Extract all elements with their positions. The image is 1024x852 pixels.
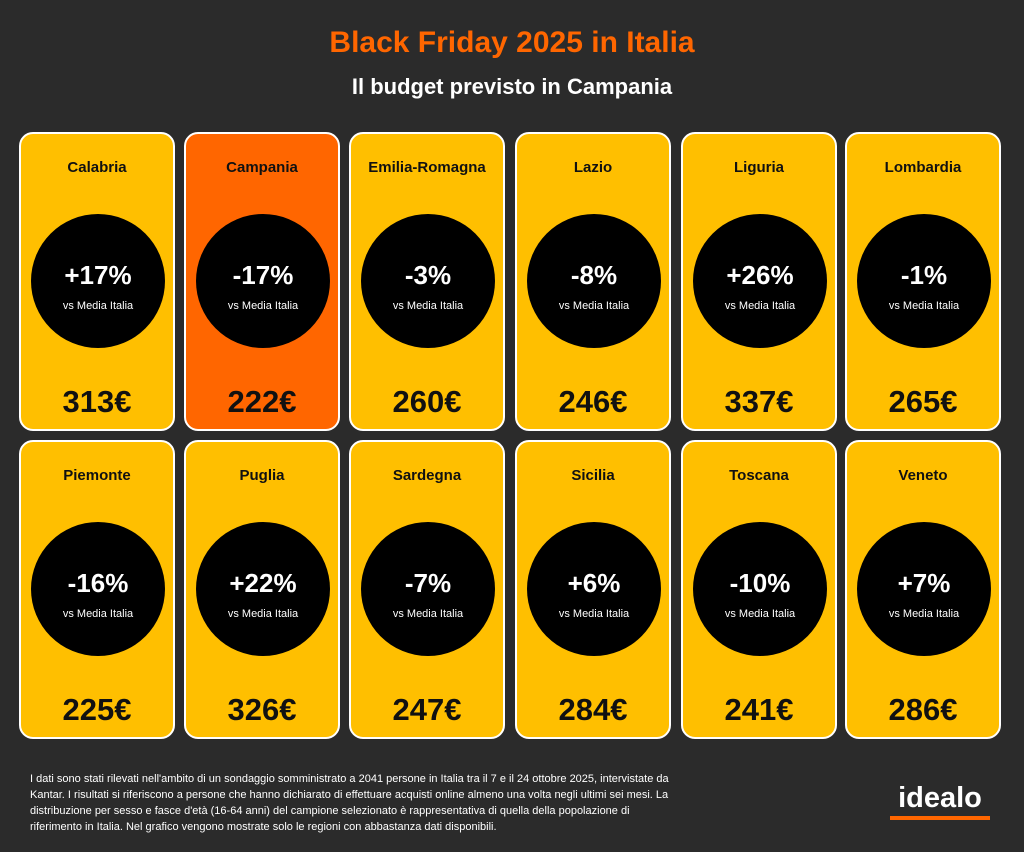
delta-value: -8% (570, 260, 618, 290)
region-card: Campania -17% vs Media Italia 222€ (184, 132, 340, 431)
delta-value: -16% (67, 568, 129, 598)
budget-value: 225€ (62, 692, 132, 727)
region-name: Campania (226, 159, 298, 176)
budget-value: 247€ (392, 692, 462, 727)
delta-circle: -16% vs Media Italia (31, 522, 165, 656)
logo-underline (890, 816, 990, 820)
region-name: Toscana (729, 467, 789, 484)
delta-circle: -7% vs Media Italia (361, 522, 495, 656)
region-card: Puglia +22% vs Media Italia 326€ (184, 440, 340, 739)
region-name: Emilia-Romagna (368, 159, 486, 176)
delta-circle: -1% vs Media Italia (857, 214, 991, 348)
delta-circle: +22% vs Media Italia (196, 522, 330, 656)
region-name: Liguria (733, 159, 784, 176)
region-grid: Calabria +17% vs Media Italia 313€ Campania -… (19, 132, 1003, 740)
delta-value: +22% (229, 568, 297, 598)
budget-value: 246€ (558, 384, 628, 419)
delta-caption: vs Media Italia (724, 300, 796, 312)
idealo-logo: idealo (888, 782, 992, 822)
region-card: Calabria +17% vs Media Italia 313€ (19, 132, 175, 431)
region-name: Sardegna (392, 467, 462, 484)
region-card: Piemonte -16% vs Media Italia 225€ (19, 440, 175, 739)
delta-circle: +17% vs Media Italia (31, 214, 165, 348)
delta-circle: -10% vs Media Italia (693, 522, 827, 656)
region-card: Emilia-Romagna -3% vs Media Italia 260€ (349, 132, 505, 431)
region-card: Sicilia +6% vs Media Italia 284€ (515, 440, 671, 739)
delta-caption: vs Media Italia (888, 608, 960, 620)
delta-value: -10% (729, 568, 791, 598)
region-name: Veneto (898, 467, 948, 484)
region-card: Sardegna -7% vs Media Italia 247€ (349, 440, 505, 739)
budget-value: 241€ (724, 692, 794, 727)
region-name: Piemonte (63, 467, 131, 484)
budget-value: 337€ (724, 384, 794, 419)
delta-value: +7% (897, 568, 951, 598)
delta-circle: +7% vs Media Italia (857, 522, 991, 656)
logo-text: idealo (898, 782, 982, 814)
budget-value: 265€ (888, 384, 958, 419)
region-name: Lazio (573, 159, 613, 176)
delta-value: +17% (64, 260, 132, 290)
budget-value: 222€ (227, 384, 297, 419)
budget-value: 326€ (227, 692, 297, 727)
region-name: Calabria (67, 159, 127, 176)
region-card: Toscana -10% vs Media Italia 241€ (681, 440, 837, 739)
delta-value: +6% (567, 568, 621, 598)
delta-circle: -8% vs Media Italia (527, 214, 661, 348)
footnote: I dati sono stati rilevati nell'ambito d… (30, 773, 669, 833)
region-card: Lombardia -1% vs Media Italia 265€ (845, 132, 1001, 431)
delta-caption: vs Media Italia (62, 608, 134, 620)
delta-value: -3% (404, 260, 452, 290)
delta-value: -7% (404, 568, 452, 598)
delta-caption: vs Media Italia (558, 300, 630, 312)
budget-value: 313€ (62, 384, 132, 419)
delta-circle: -17% vs Media Italia (196, 214, 330, 348)
delta-caption: vs Media Italia (392, 608, 464, 620)
delta-caption: vs Media Italia (62, 300, 134, 312)
delta-caption: vs Media Italia (558, 608, 630, 620)
delta-caption: vs Media Italia (227, 300, 299, 312)
delta-caption: vs Media Italia (724, 608, 796, 620)
delta-value: -17% (232, 260, 294, 290)
region-card: Veneto +7% vs Media Italia 286€ (845, 440, 1001, 739)
budget-value: 286€ (888, 692, 958, 727)
region-card: Liguria +26% vs Media Italia 337€ (681, 132, 837, 431)
page-subtitle: Il budget previsto in Campania (351, 74, 673, 99)
delta-circle: -3% vs Media Italia (361, 214, 495, 348)
delta-caption: vs Media Italia (888, 300, 960, 312)
page-title: Black Friday 2025 in Italia (329, 26, 695, 59)
delta-circle: +26% vs Media Italia (693, 214, 827, 348)
delta-caption: vs Media Italia (392, 300, 464, 312)
region-name: Puglia (239, 467, 285, 484)
region-name: Sicilia (571, 467, 615, 484)
budget-value: 260€ (392, 384, 462, 419)
delta-value: +26% (726, 260, 794, 290)
region-name: Lombardia (884, 159, 962, 176)
delta-caption: vs Media Italia (227, 608, 299, 620)
budget-value: 284€ (558, 692, 628, 727)
region-card: Lazio -8% vs Media Italia 246€ (515, 132, 671, 431)
delta-value: -1% (900, 260, 948, 290)
delta-circle: +6% vs Media Italia (527, 522, 661, 656)
